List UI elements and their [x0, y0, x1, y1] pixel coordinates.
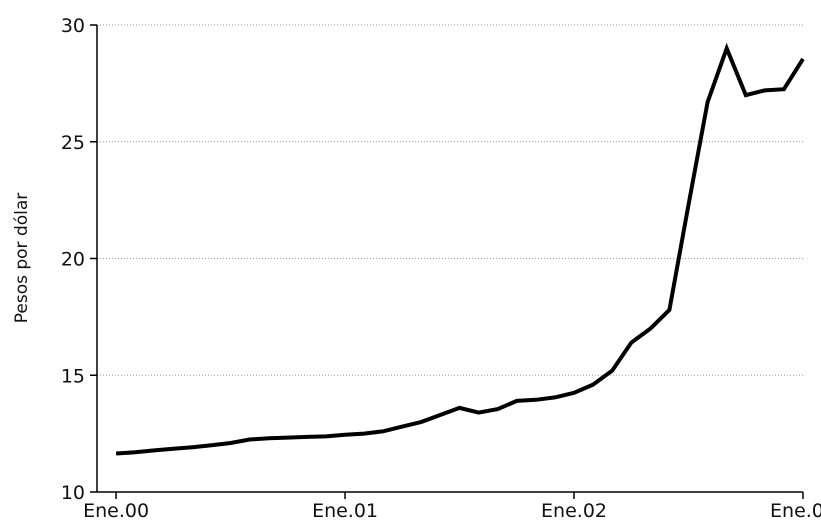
- x-tick-label-0: Ene.00: [83, 500, 149, 522]
- series: [115, 42, 805, 456]
- gridlines: [97, 24, 803, 376]
- axes: [90, 24, 804, 499]
- x-tick-label-2: Ene.02: [541, 500, 607, 522]
- x-tick-label-3: Ene.03: [770, 500, 821, 522]
- y-tick-label-4: 30: [61, 15, 85, 37]
- y-tick-label-3: 25: [61, 132, 85, 154]
- x-tick-label-1: Ene.01: [312, 500, 378, 522]
- x-tick-labels: Ene.00 Ene.01 Ene.02 Ene.03: [83, 500, 821, 522]
- y-tick-label-0: 10: [61, 482, 85, 504]
- y-tick-label-1: 15: [61, 365, 85, 387]
- y-tick-labels: 10 15 20 25 30: [61, 15, 85, 504]
- series-line-0: [115, 42, 805, 456]
- y-axis-label: Pesos por dólar: [12, 193, 32, 324]
- y-tick-label-2: 20: [61, 249, 85, 271]
